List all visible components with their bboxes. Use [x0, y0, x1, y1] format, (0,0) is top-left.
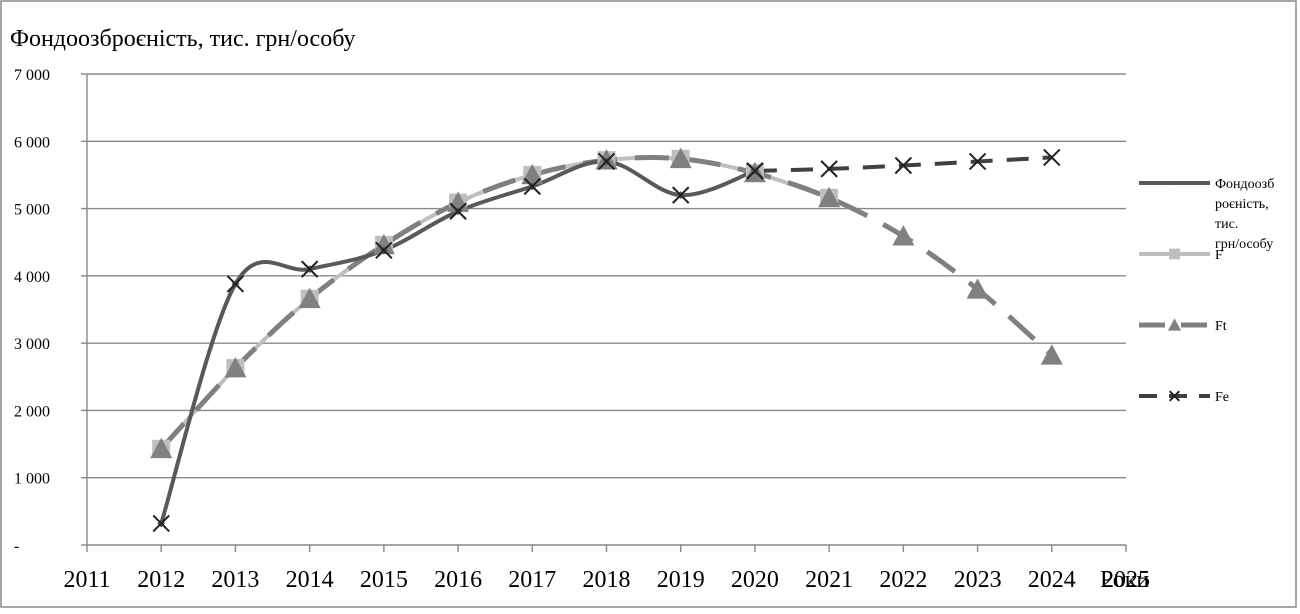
x-tick-label: 2013: [211, 567, 259, 593]
y-tick-label: 4 000: [14, 269, 50, 286]
x-tick-label: 2015: [360, 567, 408, 593]
y-tick-label: 1 000: [14, 471, 50, 488]
x-tick-label: 2023: [954, 567, 1002, 593]
x-tick-label: 2012: [137, 567, 185, 593]
x-tick-label: 2011: [63, 567, 110, 593]
legend-label: тис.: [1215, 217, 1238, 232]
x-tick-label: 2024: [1028, 567, 1076, 593]
y-tick-label: 2 000: [14, 403, 50, 420]
x-tick-label: 2018: [583, 567, 631, 593]
y-tick-label: -: [14, 538, 19, 555]
legend-label: Ft: [1215, 319, 1227, 334]
x-tick-label: 2019: [657, 567, 705, 593]
x-tick-label: 2017: [508, 567, 556, 593]
x-tick-label: 2020: [731, 567, 779, 593]
x-tick-label: 2021: [805, 567, 853, 593]
x-tick-labels: 2011 2012 2013 2014 2015 2016 2017 2018 2019 2020…: [63, 567, 1150, 593]
legend-label: грн/особу: [1215, 237, 1273, 252]
legend-label: роєність,: [1215, 197, 1269, 212]
x-tick-label: 2016: [434, 567, 482, 593]
y-tick-label: 3 000: [14, 336, 50, 353]
y-tick-label: 7 000: [14, 67, 50, 84]
x-axis-title: Роки: [1100, 567, 1149, 593]
legend-swatch-marker: [1169, 249, 1180, 260]
y-tick-label: 6 000: [14, 134, 50, 151]
legend-label: F: [1215, 248, 1223, 263]
legend-label: Fe: [1215, 390, 1229, 405]
x-tick-label: 2014: [286, 567, 334, 593]
x-tick-label: 2022: [879, 567, 927, 593]
legend-label: Фондоозб: [1215, 177, 1274, 192]
chart-title: Фондоозброєність, тис. грн/особу: [10, 26, 356, 52]
y-tick-label: 5 000: [14, 202, 50, 219]
